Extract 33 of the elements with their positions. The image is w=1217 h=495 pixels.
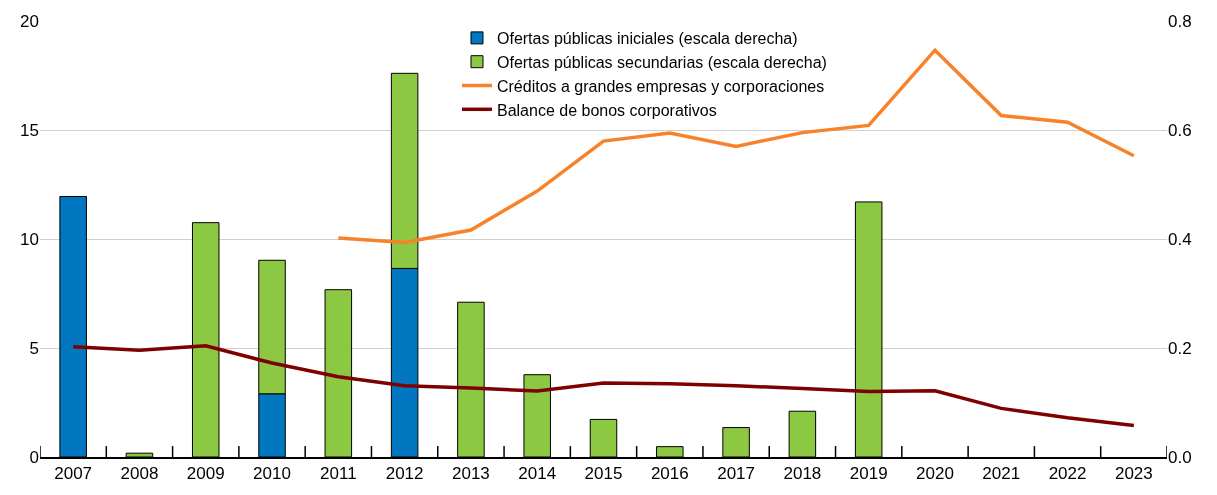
x-tick-label: 2009 bbox=[186, 464, 225, 484]
x-tick-label: 2015 bbox=[584, 464, 623, 484]
legend-label: Balance de bonos corporativos bbox=[496, 101, 717, 119]
x-tick-label: 2014 bbox=[518, 464, 557, 484]
x-tick-label: 2012 bbox=[385, 464, 424, 484]
x-tick-label: 2018 bbox=[783, 464, 822, 484]
y2-tick-label: 0.8 bbox=[1168, 11, 1192, 31]
x-tick-label: 2023 bbox=[1114, 464, 1153, 484]
y-tick-label: 0 bbox=[29, 447, 39, 467]
y-tick-label: 10 bbox=[20, 229, 39, 249]
x-tick-label: 2008 bbox=[120, 464, 159, 484]
x-tick-label: 2016 bbox=[650, 464, 689, 484]
x-tick-label: 2021 bbox=[982, 464, 1021, 484]
x-tick-label: 2019 bbox=[849, 464, 888, 484]
y2-tick-label: 0.6 bbox=[1168, 120, 1192, 140]
y-tick-label: 15 bbox=[20, 120, 39, 140]
x-tick-label: 2013 bbox=[452, 464, 490, 484]
x-tick-label: 2010 bbox=[253, 464, 291, 484]
x-tick-label: 2017 bbox=[717, 464, 755, 484]
y-tick-label: 5 bbox=[29, 338, 39, 358]
y2-tick-label: 0.0 bbox=[1168, 447, 1192, 467]
legend-label: Ofertas públicas iniciales (escala derecha) bbox=[496, 30, 798, 48]
legend-label: Créditos a grandes empresas y corporaciones bbox=[496, 77, 825, 95]
y-tick-label: 20 bbox=[20, 11, 39, 31]
y2-tick-label: 0.4 bbox=[1168, 229, 1192, 249]
legend-label: Ofertas públicas secundarias (escala derecha) bbox=[496, 53, 827, 71]
x-tick-label: 2022 bbox=[1048, 464, 1087, 484]
y2-tick-label: 0.2 bbox=[1168, 338, 1192, 358]
line-series bbox=[336, 48, 1136, 245]
line-series bbox=[71, 344, 1136, 428]
x-tick-label: 2011 bbox=[320, 464, 357, 484]
x-tick-label: 2020 bbox=[916, 464, 954, 484]
x-tick-label: 2007 bbox=[54, 464, 93, 484]
